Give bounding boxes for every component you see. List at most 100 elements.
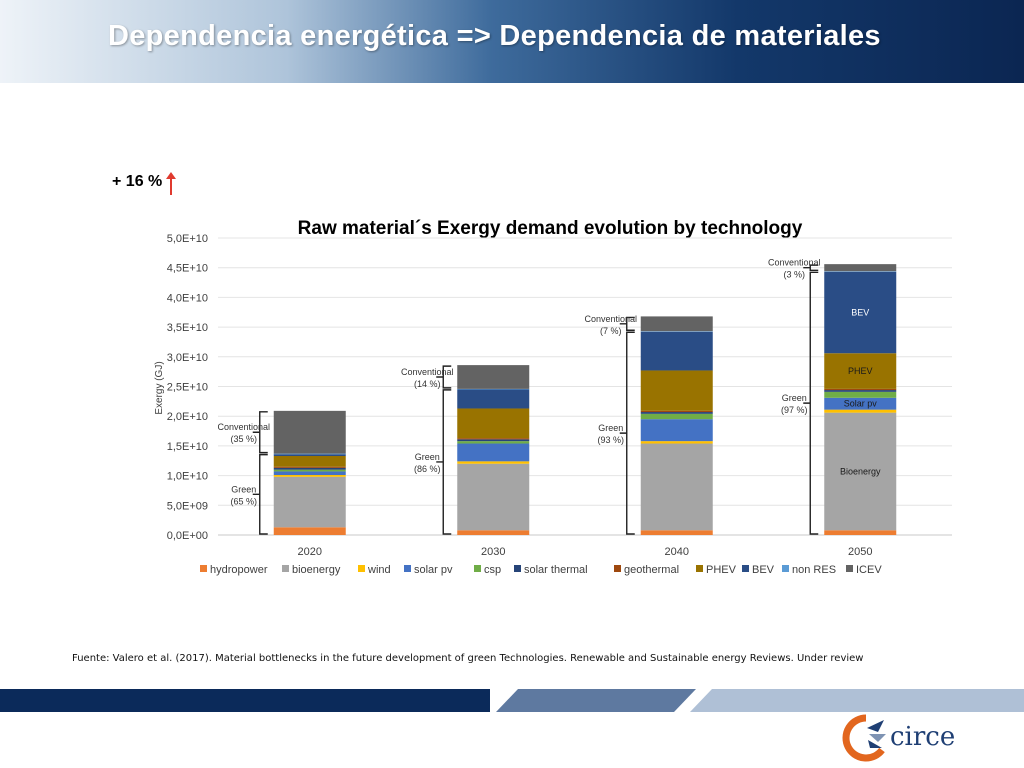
x-tick-label: 2020 <box>298 546 322 558</box>
bar-segment-wind <box>640 441 713 444</box>
legend-swatch <box>358 565 365 572</box>
bar-segment-hydropower <box>824 530 897 535</box>
bar-segment-geothermal <box>273 466 346 468</box>
bar-segment-hydropower <box>640 530 713 535</box>
legend-label: PHEV <box>706 564 737 576</box>
legend-label: BEV <box>752 564 775 576</box>
bracket-label: Green <box>598 423 623 433</box>
bar-segment-bioenergy <box>273 476 346 528</box>
bar-segment-solar-thermal <box>273 467 346 470</box>
x-tick-label: 2050 <box>848 546 872 558</box>
y-axis-label: Exergy (GJ) <box>154 361 165 414</box>
bar-segment-BEV <box>640 331 713 371</box>
up-arrow-icon <box>166 172 176 195</box>
legend-label: geothermal <box>624 564 679 576</box>
inbar-label: Solar pv <box>844 399 878 409</box>
inbar-label: Bioenergy <box>840 466 881 476</box>
bracket-green <box>619 331 635 535</box>
bracket-conventional <box>619 316 635 331</box>
legend-swatch <box>200 565 207 572</box>
bracket-label: Green <box>782 393 807 403</box>
bar-segment-csp <box>457 441 530 444</box>
bar-segment-hydropower <box>457 530 530 535</box>
bracket-label: Conventional <box>768 258 821 268</box>
bracket-label: Conventional <box>401 367 454 377</box>
exergy-chart: Raw material´s Exergy demand evolution b… <box>154 218 952 576</box>
bar-segment-hydropower <box>273 527 346 535</box>
y-tick-label: 1,0E+10 <box>167 471 208 483</box>
bar-segment-BEV <box>824 271 897 354</box>
bar-segment-geothermal <box>824 388 897 391</box>
bar-segment-wind <box>457 461 530 464</box>
bracket-pct: (3 %) <box>783 270 805 280</box>
bar-segment-BEV <box>457 389 530 409</box>
bar-segment-wind <box>824 409 897 413</box>
bracket-conventional <box>436 365 452 389</box>
legend-label: hydropower <box>210 564 268 576</box>
bar-segment-ICEV <box>457 365 530 389</box>
increase-label: + 16 % <box>112 173 163 190</box>
bracket-pct: (97 %) <box>781 405 808 415</box>
bracket-pct: (86 %) <box>414 464 441 474</box>
legend-label: wind <box>367 564 391 576</box>
bracket-pct: (7 %) <box>600 326 622 336</box>
circe-logo: circe <box>842 714 955 762</box>
y-tick-label: 3,0E+10 <box>167 352 208 364</box>
bracket-green <box>252 453 268 535</box>
legend-label: csp <box>484 564 501 576</box>
legend-swatch <box>474 565 481 572</box>
x-tick-label: 2040 <box>665 546 689 558</box>
y-tick-label: 4,0E+10 <box>167 292 208 304</box>
bar-segment-bioenergy <box>457 463 530 531</box>
y-tick-label: 1,5E+10 <box>167 441 208 453</box>
legend-label: solar thermal <box>524 564 588 576</box>
bar-segment-wind <box>273 475 346 477</box>
bar-segment-PHEV <box>273 455 346 467</box>
bar-segment-PHEV <box>824 353 897 389</box>
bar-segment-csp <box>273 469 346 472</box>
inbar-label: PHEV <box>848 366 873 376</box>
bar-segment-solar-thermal <box>457 439 530 442</box>
legend-swatch <box>782 565 789 572</box>
bar-segment-BEV <box>273 454 346 456</box>
footer-stripe-dark <box>0 689 490 712</box>
bracket-green <box>803 271 819 535</box>
bracket-green <box>436 389 452 535</box>
legend-swatch <box>282 565 289 572</box>
bar-segment-csp <box>824 391 897 398</box>
header-banner: Dependencia energética => Dependencia de… <box>0 0 1024 83</box>
bracket-conventional <box>803 264 819 271</box>
y-tick-label: 5,0E+10 <box>167 233 208 245</box>
footer-stripe-light <box>690 689 1024 712</box>
logo-text: circe <box>890 722 955 752</box>
bar-segment-non-RES <box>457 388 530 390</box>
bracket-pct: (65 %) <box>230 496 257 506</box>
bracket-label: Green <box>231 484 256 494</box>
legend-swatch <box>742 565 749 572</box>
bar-segment-non-RES <box>273 453 346 455</box>
footer-stripe-mid <box>496 689 696 712</box>
bracket-label: Conventional <box>217 422 270 432</box>
y-tick-label: 2,5E+10 <box>167 382 208 394</box>
legend-swatch <box>846 565 853 572</box>
bar-segment-non-RES <box>640 331 713 332</box>
bar-segment-solar-pv <box>640 419 713 442</box>
bar-segment-bioenergy <box>640 443 713 531</box>
y-tick-label: 3,5E+10 <box>167 322 208 334</box>
legend-label: ICEV <box>856 564 882 576</box>
bar-segment-ICEV <box>824 264 897 272</box>
bar-segment-solar-thermal <box>824 390 897 392</box>
bar-segment-ICEV <box>640 316 713 332</box>
y-tick-label: 5,0E+09 <box>167 500 208 512</box>
legend-swatch <box>696 565 703 572</box>
bar-segment-bioenergy <box>824 412 897 531</box>
source-note: Fuente: Valero et al. (2017). Material b… <box>72 653 864 664</box>
bar-segment-geothermal <box>640 410 713 413</box>
inbar-label: BEV <box>851 308 869 318</box>
legend-swatch <box>614 565 621 572</box>
legend-label: solar pv <box>414 564 453 576</box>
legend-label: bioenergy <box>292 564 341 576</box>
bar-segment-geothermal <box>457 438 530 440</box>
bar-segment-solar-pv <box>457 443 530 462</box>
bracket-label: Green <box>415 452 440 462</box>
